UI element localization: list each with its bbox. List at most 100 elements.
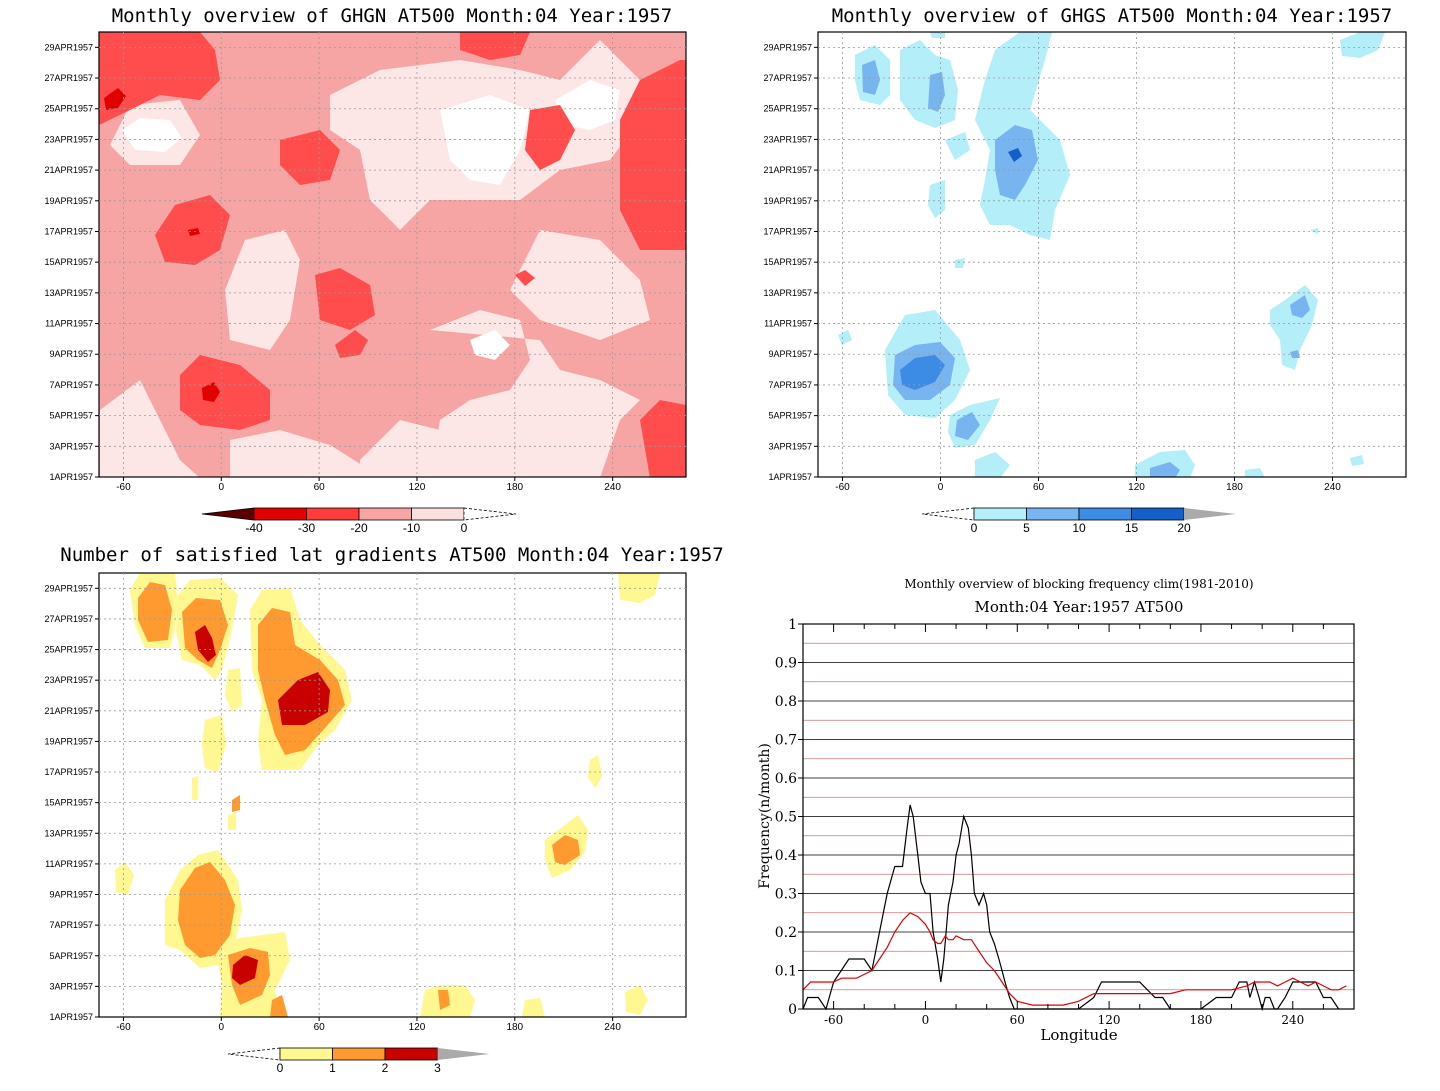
y-tick-label: 1APR1957 (49, 472, 93, 482)
latgrad-gridlines (99, 573, 686, 1017)
ghgn-gridlines (99, 32, 686, 477)
y-tick-label: 11APR1957 (764, 319, 812, 329)
colorbar-label: 15 (1125, 521, 1139, 535)
chart-ylabel: Frequency(n/month) (757, 743, 773, 889)
y-tick-label: 27APR1957 (44, 614, 93, 624)
x-tick-label: 60 (1033, 482, 1045, 493)
colorbar-swatch (384, 1047, 438, 1061)
colorbar-label: 0 (971, 521, 978, 535)
y-tick-label: 3APR1957 (768, 441, 812, 451)
y-tick-label: 3APR1957 (49, 981, 93, 991)
x-tick-label: -60 (116, 1022, 131, 1033)
colorbar-label: 2 (382, 1061, 389, 1075)
y-tick-label: 0.2 (775, 925, 797, 941)
y-tick-label: 15APR1957 (44, 257, 93, 267)
x-tick-label: 0 (219, 1022, 225, 1033)
ghgs-plot-frame (817, 31, 1407, 478)
y-tick-label: 23APR1957 (763, 134, 812, 144)
x-tick-label: 120 (409, 482, 426, 493)
ghgn-y-ticks: 1APR1957 3APR1957 5APR1957 7APR1957 9APR1957… (44, 42, 99, 482)
y-tick-label: 5APR1957 (49, 411, 93, 421)
y-tick-label: 25APR1957 (44, 104, 93, 114)
x-tick-label: 180 (1226, 482, 1243, 493)
colorbar-label: -10 (403, 521, 421, 535)
x-tick-label: 60 (314, 482, 326, 493)
colorbar-end-triangle (201, 507, 255, 521)
y-tick-label: 21APR1957 (763, 165, 812, 175)
x-tick-label: 0 (938, 482, 944, 493)
y-tick-label: 9APR1957 (49, 890, 93, 900)
y-tick-label: 0 (788, 1002, 797, 1018)
colorbar-swatch (306, 507, 360, 521)
colorbar-swatch (1026, 507, 1080, 521)
colorbar-swatch (253, 507, 307, 521)
colorbar-swatch (279, 1047, 333, 1061)
colorbar-label: 0 (277, 1061, 284, 1075)
colorbar-swatch (411, 507, 465, 521)
y-tick-label: 21APR1957 (44, 706, 93, 716)
colorbar-swatch (358, 507, 412, 521)
panel-ghgn-title: Monthly overview of GHGN AT500 Month:04 … (112, 5, 673, 27)
y-tick-label: 21APR1957 (44, 165, 93, 175)
y-tick-label: 19APR1957 (763, 196, 812, 206)
chart-title: Monthly overview of blocking frequency c… (904, 577, 1253, 591)
y-tick-label: 13APR1957 (763, 288, 812, 298)
y-tick-label: 11APR1957 (45, 859, 93, 869)
colorbar-label: 5 (1023, 521, 1030, 535)
x-tick-label: 120 (1098, 1013, 1121, 1027)
series-line-0 (802, 804, 1340, 1012)
panel-latgrad-title: Number of satisfied lat gradients AT500 … (60, 544, 723, 566)
y-tick-label: 0.6 (775, 771, 797, 787)
x-tick-label: 240 (604, 1022, 621, 1033)
y-tick-label: 27APR1957 (763, 73, 812, 83)
y-tick-label: 5APR1957 (768, 411, 812, 421)
panel-ghgs-title: Monthly overview of GHGS AT500 Month:04 … (832, 5, 1393, 27)
y-tick-label: 23APR1957 (44, 134, 93, 144)
latgrad-y-ticks: 1APR1957 3APR1957 5APR1957 7APR1957 9APR1957… (44, 583, 99, 1022)
ghgs-colorbar: 0 5 10 15 20 (921, 507, 1236, 535)
y-tick-label: 29APR1957 (44, 583, 93, 593)
y-tick-label: 5APR1957 (49, 951, 93, 961)
ghgn-colorbar: -40 -30 -20 -10 0 (201, 507, 517, 535)
x-tick-label: 0 (922, 1013, 930, 1027)
y-tick-label: 17APR1957 (44, 226, 93, 236)
colorbar-label: 10 (1072, 521, 1086, 535)
x-tick-label: 240 (604, 482, 621, 493)
chart-gridlines (803, 623, 1354, 1010)
x-tick-label: -60 (824, 1013, 843, 1027)
x-tick-label: 120 (1128, 482, 1145, 493)
y-tick-label: 17APR1957 (763, 226, 812, 236)
y-tick-label: 25APR1957 (763, 104, 812, 114)
ghgs-y-ticks: 1APR1957 3APR1957 5APR1957 7APR1957 9APR1957… (763, 42, 818, 482)
colorbar-end-triangle (463, 507, 517, 521)
colorbar-end-triangle (437, 1048, 490, 1060)
colorbar-swatch (1131, 507, 1185, 521)
y-tick-label: 7APR1957 (768, 380, 812, 390)
ghgs-gridlines (818, 32, 1406, 477)
y-tick-label: 0.7 (775, 733, 797, 749)
y-tick-label: 29APR1957 (763, 42, 812, 52)
y-tick-label: 0.1 (775, 964, 797, 980)
colorbar-label: -30 (298, 521, 316, 535)
x-tick-label: 60 (1010, 1013, 1025, 1027)
y-tick-label: 9APR1957 (768, 349, 812, 359)
ghgn-plot-frame (98, 31, 687, 478)
y-tick-label: 1APR1957 (49, 1012, 93, 1022)
x-tick-label: 180 (506, 482, 523, 493)
series-line-1 (802, 912, 1347, 1006)
y-tick-label: 17APR1957 (44, 767, 93, 777)
y-tick-label: 13APR1957 (44, 828, 93, 838)
chart-xlabel: Longitude (1040, 1026, 1117, 1044)
y-tick-label: 0.5 (775, 810, 797, 826)
panel-latgrad: Number of satisfied lat gradients AT500 … (44, 544, 723, 1075)
x-tick-label: 120 (409, 1022, 426, 1033)
ghgs-x-ticks: -60 0 60 120 180 240 (835, 477, 1341, 493)
colorbar-swatch (1078, 507, 1132, 521)
ghgn-x-ticks: -60 0 60 120 180 240 (116, 477, 621, 493)
colorbar-label: 0 (461, 521, 468, 535)
y-tick-label: 19APR1957 (44, 736, 93, 746)
x-tick-label: -60 (835, 482, 850, 493)
x-tick-label: 60 (314, 1022, 326, 1033)
y-tick-label: 15APR1957 (44, 798, 93, 808)
